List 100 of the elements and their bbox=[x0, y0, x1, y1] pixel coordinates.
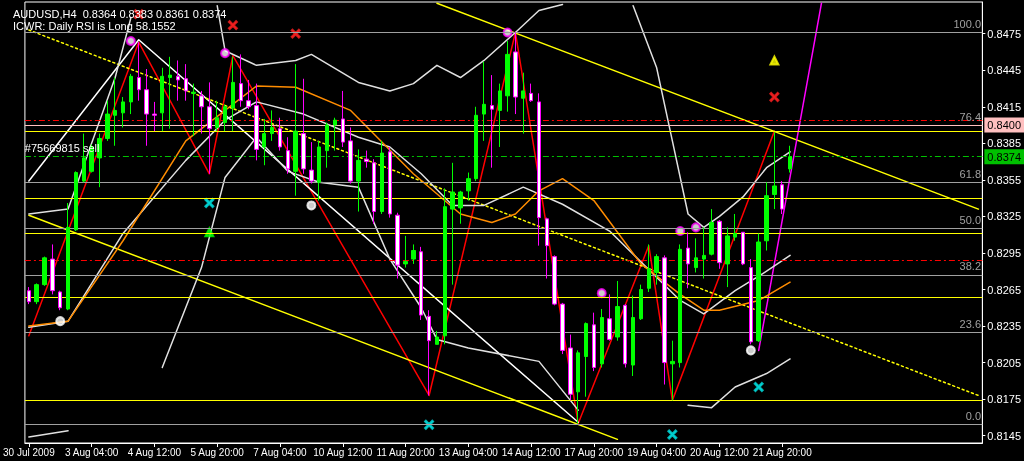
candlestick bbox=[380, 140, 384, 215]
candlestick bbox=[348, 126, 353, 185]
candlestick bbox=[129, 73, 133, 115]
candlestick bbox=[270, 109, 274, 142]
annotation: 50.0 bbox=[959, 214, 982, 227]
y-tick-label: 0.8445 bbox=[987, 64, 1022, 77]
ref-line-label: 0.8374 bbox=[987, 150, 1022, 163]
annotation: 38.2 bbox=[959, 260, 982, 273]
candlestick bbox=[498, 83, 502, 148]
candlestick bbox=[552, 254, 557, 306]
candlestick bbox=[662, 254, 667, 386]
candlestick bbox=[670, 340, 675, 401]
candlestick bbox=[725, 226, 730, 288]
candlestick bbox=[191, 83, 196, 137]
candlestick bbox=[50, 243, 55, 295]
candlestick bbox=[309, 141, 314, 185]
candlestick bbox=[505, 40, 510, 113]
y-tick-label: 0.8205 bbox=[987, 356, 1022, 369]
candlestick bbox=[654, 253, 659, 286]
candlestick bbox=[717, 219, 722, 270]
x-tick-label: 11 Aug 20:00 bbox=[376, 446, 436, 458]
candlestick bbox=[223, 103, 227, 132]
candlestick bbox=[458, 190, 463, 225]
candlestick bbox=[34, 282, 39, 305]
point bbox=[745, 345, 756, 356]
candlestick bbox=[105, 100, 110, 142]
candlestick bbox=[207, 81, 212, 175]
point bbox=[596, 288, 607, 299]
point bbox=[667, 429, 678, 440]
point bbox=[220, 48, 231, 59]
candlestick bbox=[576, 349, 580, 425]
candlestick bbox=[615, 280, 620, 342]
candlestick bbox=[529, 83, 533, 103]
candlestick bbox=[184, 63, 188, 102]
candlestick bbox=[521, 72, 525, 135]
candlestick bbox=[639, 284, 643, 321]
candlestick bbox=[592, 312, 596, 372]
candlestick bbox=[435, 330, 439, 345]
candlestick bbox=[160, 67, 164, 132]
candlestick bbox=[788, 145, 792, 174]
candlestick bbox=[490, 74, 494, 169]
y-tick-label: 0.8415 bbox=[987, 100, 1022, 113]
y-tick-label: 0.8295 bbox=[987, 246, 1022, 259]
candlestick bbox=[466, 172, 471, 202]
candlestick bbox=[756, 232, 761, 343]
x-tick-label: 19 Aug 04:00 bbox=[627, 446, 687, 458]
candlestick bbox=[372, 158, 376, 225]
x-tick-label: 14 Aug 12:00 bbox=[501, 446, 562, 458]
candlestick bbox=[333, 117, 337, 152]
line-series bbox=[632, 4, 791, 229]
y-tick-label: 0.8325 bbox=[987, 210, 1022, 223]
y-tick-label: 0.8355 bbox=[987, 173, 1022, 186]
x-tick-label: 5 Aug 20:00 bbox=[190, 446, 245, 458]
point bbox=[125, 35, 136, 46]
candlestick bbox=[450, 162, 455, 286]
candlestick bbox=[121, 96, 125, 128]
candlestick bbox=[733, 213, 737, 242]
x-tick-label: 20 Aug 12:00 bbox=[689, 446, 750, 458]
candlestick bbox=[482, 61, 486, 142]
ref-line-label: 0.8400 bbox=[987, 119, 1022, 132]
annotation: 61.8 bbox=[959, 167, 982, 180]
point bbox=[306, 200, 317, 211]
candlestick bbox=[152, 101, 157, 132]
x-tick-label: 10 Aug 12:00 bbox=[313, 446, 373, 458]
candlestick bbox=[584, 321, 588, 398]
candlestick bbox=[325, 122, 329, 169]
candlestick bbox=[702, 226, 706, 280]
candlestick bbox=[647, 243, 651, 293]
candlestick bbox=[239, 53, 243, 108]
candlestick bbox=[694, 237, 698, 273]
candlestick bbox=[254, 83, 259, 161]
y-tick-label: 0.8145 bbox=[987, 429, 1022, 442]
y-tick-label: 0.8265 bbox=[987, 283, 1022, 296]
candlestick bbox=[419, 246, 423, 321]
candlestick bbox=[623, 303, 627, 368]
candlestick bbox=[772, 131, 777, 210]
annotation: 76.4 bbox=[959, 110, 982, 123]
candlestick bbox=[686, 231, 690, 289]
y-tick-label: 0.8385 bbox=[987, 137, 1022, 150]
y-tick-label: 0.8475 bbox=[987, 27, 1022, 40]
candlestick bbox=[278, 117, 282, 152]
candlestick bbox=[364, 150, 369, 169]
candlestick bbox=[66, 202, 70, 311]
x-tick-label: 30 Jul 2009 bbox=[2, 446, 56, 458]
candlestick bbox=[474, 106, 478, 182]
candlestick bbox=[231, 56, 235, 132]
point bbox=[204, 198, 215, 209]
candlestick bbox=[42, 256, 47, 287]
line-series bbox=[687, 358, 791, 409]
candlestick bbox=[301, 78, 306, 175]
point bbox=[55, 316, 66, 327]
x-tick-label: 21 Aug 20:00 bbox=[752, 446, 813, 458]
candlestick bbox=[741, 231, 745, 266]
candlestick bbox=[356, 148, 361, 213]
candlestick bbox=[568, 334, 573, 401]
candlestick bbox=[388, 146, 392, 219]
candlestick bbox=[631, 295, 635, 377]
candlestick bbox=[513, 31, 518, 115]
annotation: 100.0 bbox=[953, 17, 981, 30]
candlestick bbox=[545, 217, 549, 280]
